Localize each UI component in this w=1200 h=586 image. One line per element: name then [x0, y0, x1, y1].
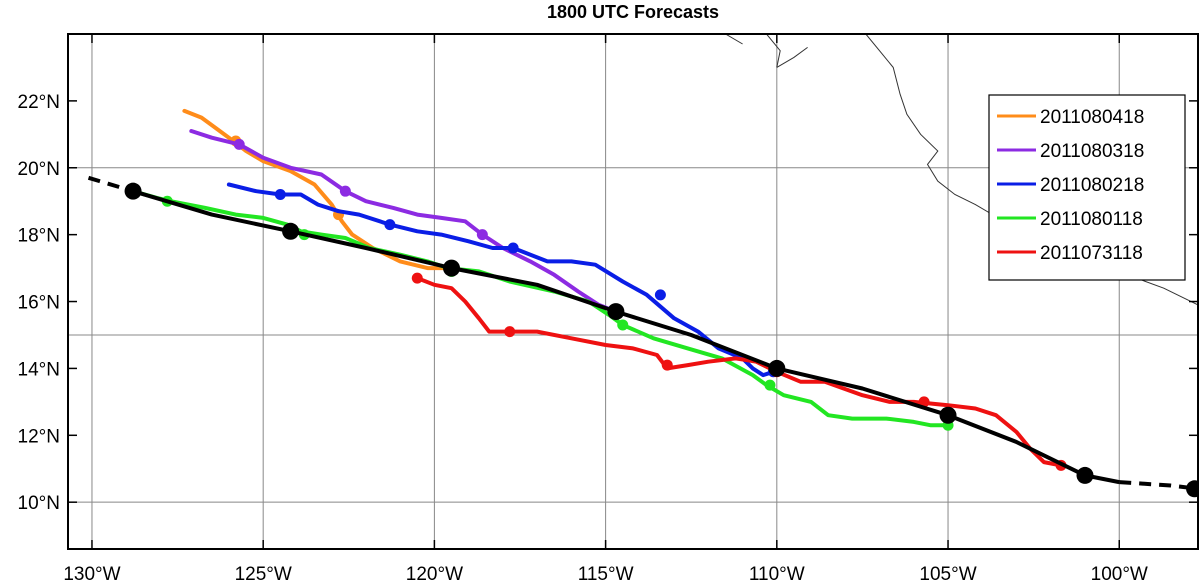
axis-ticks: 130°W 125°W 120°W 115°W 110°W 105°W 100°W 10°N 1… — [18, 34, 1198, 585]
track-point-2011080318-2 — [476, 229, 488, 241]
track-point-2011073118-0 — [411, 272, 423, 284]
y-tick-label-1: 12°N — [18, 426, 60, 447]
best-track-point-5 — [939, 406, 957, 424]
track-point-2011073118-4 — [918, 396, 930, 408]
best-track-point-0 — [124, 182, 142, 200]
best-track-point-2 — [443, 259, 461, 277]
track-point-2011073118-1 — [504, 326, 516, 338]
track-point-2011080218-1 — [384, 219, 396, 231]
x-tick-label-6: 100°W — [1091, 564, 1148, 585]
track-point-2011080218-2 — [507, 242, 519, 254]
best-track-point-3 — [607, 303, 625, 321]
best-track-point-4 — [768, 359, 786, 377]
x-tick-label-2: 120°W — [406, 564, 463, 585]
best-track-dashed-start — [87, 175, 134, 194]
best-track-point-6 — [1076, 466, 1094, 484]
coastline-2 — [776, 46, 808, 68]
legend-label-2011073118: 2011073118 — [1040, 243, 1143, 264]
track-point-2011080218-0 — [274, 189, 286, 201]
track-line-2011080318 — [189, 129, 618, 314]
coastline-3 — [725, 34, 743, 45]
legend-label-2011080218: 2011080218 — [1040, 175, 1144, 196]
track-line-2011073118 — [415, 276, 1063, 468]
legend-label-2011080118: 2011080118 — [1040, 209, 1143, 230]
x-tick-label-0: 130°W — [63, 564, 120, 585]
best-track — [87, 175, 1198, 498]
track-point-2011080118-3 — [617, 319, 629, 331]
y-tick-label-6: 22°N — [18, 92, 60, 113]
track-point-2011080318-1 — [339, 185, 351, 197]
x-tick-label-5: 105°W — [919, 564, 976, 585]
x-tick-label-4: 110°W — [749, 564, 805, 585]
track-point-2011080218-3 — [654, 289, 666, 301]
y-tick-label-2: 14°N — [18, 359, 60, 380]
track-point-2011080118-4 — [764, 379, 776, 391]
legend-box — [988, 94, 1186, 281]
y-tick-label-0: 10°N — [18, 493, 60, 514]
x-tick-label-1: 125°W — [235, 564, 292, 585]
y-tick-label-5: 20°N — [18, 159, 60, 180]
track-point-2011080318-0 — [233, 138, 245, 150]
x-tick-label-3: 115°W — [578, 564, 634, 585]
best-track-point-1 — [282, 222, 300, 240]
coastline-1 — [766, 34, 781, 68]
y-tick-label-4: 18°N — [18, 226, 60, 247]
best-track-point-7 — [1186, 480, 1198, 498]
track-point-2011073118-2 — [661, 359, 673, 371]
best-track-line — [132, 189, 1120, 485]
plot-frame — [67, 33, 1199, 550]
chart-title: 1800 UTC Forecasts — [547, 2, 719, 22]
legend-label-2011080318: 2011080318 — [1040, 141, 1144, 162]
legend: 2011080418 2011080318 2011080218 2011080118… — [988, 94, 1186, 281]
legend-label-2011080418: 2011080418 — [1040, 107, 1144, 128]
y-tick-label-3: 16°N — [18, 293, 60, 314]
